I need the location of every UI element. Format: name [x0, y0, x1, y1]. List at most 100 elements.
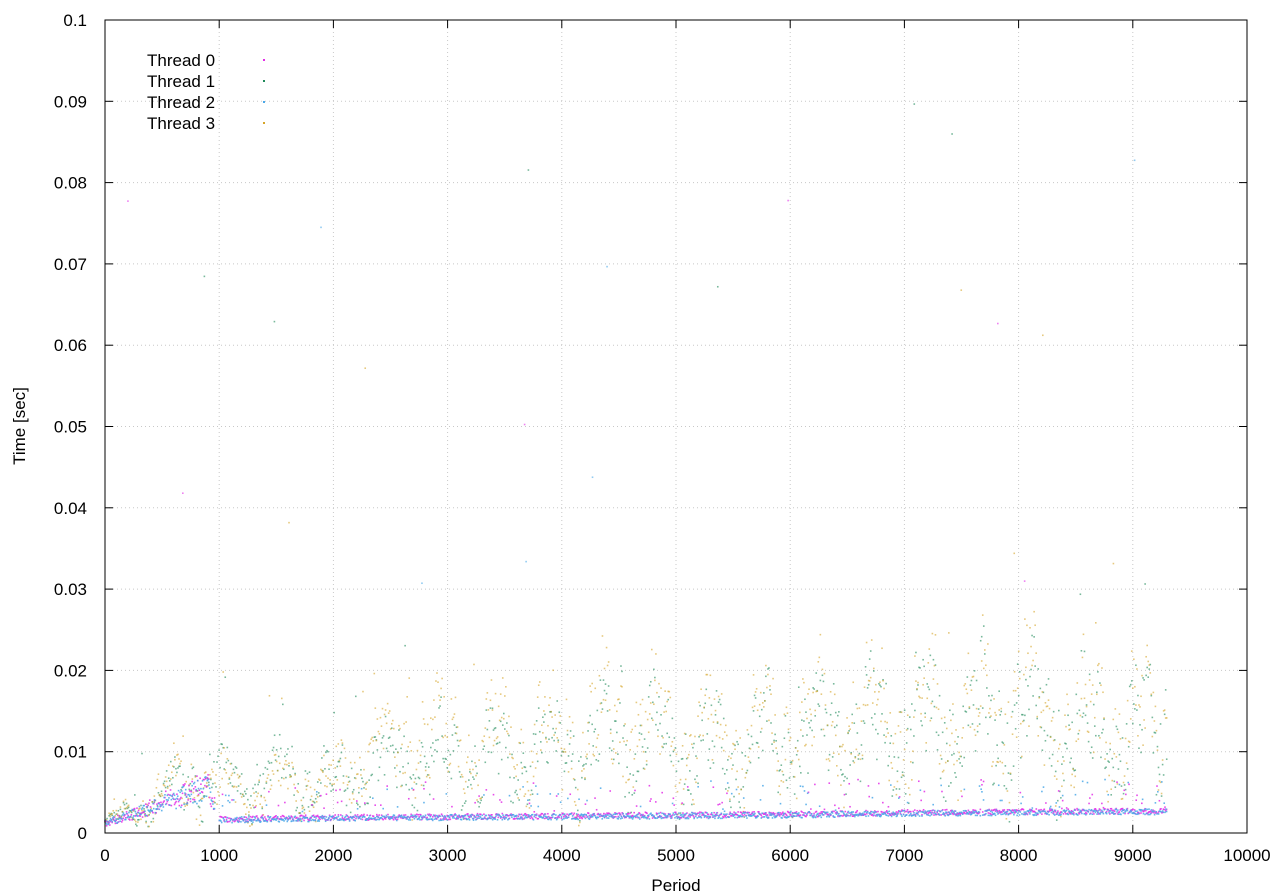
data-point — [115, 818, 117, 820]
data-point — [208, 796, 210, 799]
data-point — [341, 816, 344, 819]
data-point — [577, 818, 580, 821]
data-point — [848, 725, 850, 728]
data-point — [740, 811, 743, 814]
data-point — [127, 814, 129, 817]
data-point — [698, 701, 700, 704]
data-point — [1028, 809, 1030, 812]
data-point — [572, 735, 575, 737]
data-point — [454, 696, 457, 699]
data-point — [1043, 808, 1046, 811]
data-point — [536, 793, 539, 795]
data-point — [325, 816, 328, 818]
data-point — [446, 818, 448, 821]
data-point — [726, 813, 728, 815]
data-point — [543, 817, 546, 820]
data-point — [562, 812, 564, 815]
data-point — [424, 769, 427, 772]
data-point — [132, 810, 135, 812]
data-point — [1156, 745, 1159, 748]
data-point — [864, 704, 867, 707]
data-point — [171, 795, 173, 797]
data-point — [909, 810, 912, 813]
data-point — [520, 728, 523, 731]
data-point — [842, 812, 845, 814]
data-point — [385, 722, 388, 725]
data-point — [619, 817, 622, 820]
data-point — [436, 672, 438, 674]
data-point — [905, 729, 908, 731]
data-point — [695, 813, 698, 815]
data-point — [589, 685, 591, 687]
data-point — [779, 793, 782, 796]
data-point — [221, 793, 224, 796]
data-point — [1051, 808, 1054, 811]
data-point — [192, 791, 195, 794]
data-point — [927, 812, 930, 815]
data-point — [153, 795, 156, 797]
data-point — [527, 789, 530, 792]
data-point — [1078, 729, 1081, 732]
data-point — [715, 690, 718, 692]
data-point — [1013, 670, 1016, 673]
data-point — [586, 757, 588, 760]
data-point — [1076, 682, 1079, 684]
data-point — [563, 814, 566, 816]
data-point — [339, 765, 342, 767]
data-point — [1122, 781, 1125, 784]
data-point — [435, 739, 437, 742]
data-point — [931, 811, 934, 814]
data-point — [961, 811, 963, 814]
data-point — [505, 746, 507, 749]
data-point — [1067, 808, 1070, 811]
data-point — [416, 749, 419, 752]
data-point — [352, 815, 355, 818]
data-point — [468, 734, 470, 737]
data-point — [336, 819, 339, 821]
data-point — [1161, 763, 1164, 766]
data-point — [916, 809, 918, 812]
data-point — [868, 795, 871, 798]
data-point — [423, 755, 426, 758]
data-point — [442, 736, 444, 739]
data-point — [499, 693, 502, 695]
data-point — [266, 820, 269, 823]
data-point — [625, 744, 627, 746]
data-point — [300, 820, 303, 823]
data-point — [864, 813, 867, 816]
data-point — [739, 814, 742, 817]
data-point — [900, 813, 903, 816]
data-point — [847, 731, 849, 734]
data-point — [660, 817, 663, 820]
data-point — [483, 816, 486, 818]
data-point — [425, 762, 428, 765]
data-point — [323, 807, 325, 810]
data-point — [148, 825, 150, 828]
data-point — [956, 813, 958, 816]
data-point — [310, 819, 313, 822]
data-point — [717, 817, 719, 820]
data-point — [722, 717, 725, 720]
data-point — [733, 795, 735, 798]
data-point — [1160, 807, 1162, 810]
data-point — [1001, 799, 1003, 802]
data-point — [509, 776, 511, 779]
data-point — [1125, 793, 1127, 796]
data-point — [127, 816, 129, 818]
data-point — [256, 817, 259, 819]
data-point — [916, 812, 918, 815]
data-point — [188, 795, 191, 797]
data-point — [1106, 809, 1109, 811]
data-point — [747, 814, 750, 816]
data-point — [1014, 689, 1017, 692]
data-point — [358, 786, 360, 789]
data-point — [256, 819, 258, 822]
data-point — [1071, 813, 1074, 815]
data-point — [1103, 717, 1105, 719]
data-point — [327, 818, 329, 821]
data-point — [823, 808, 826, 811]
data-point — [348, 798, 351, 801]
data-point — [343, 819, 345, 822]
data-point — [535, 752, 538, 755]
data-point — [743, 816, 746, 818]
